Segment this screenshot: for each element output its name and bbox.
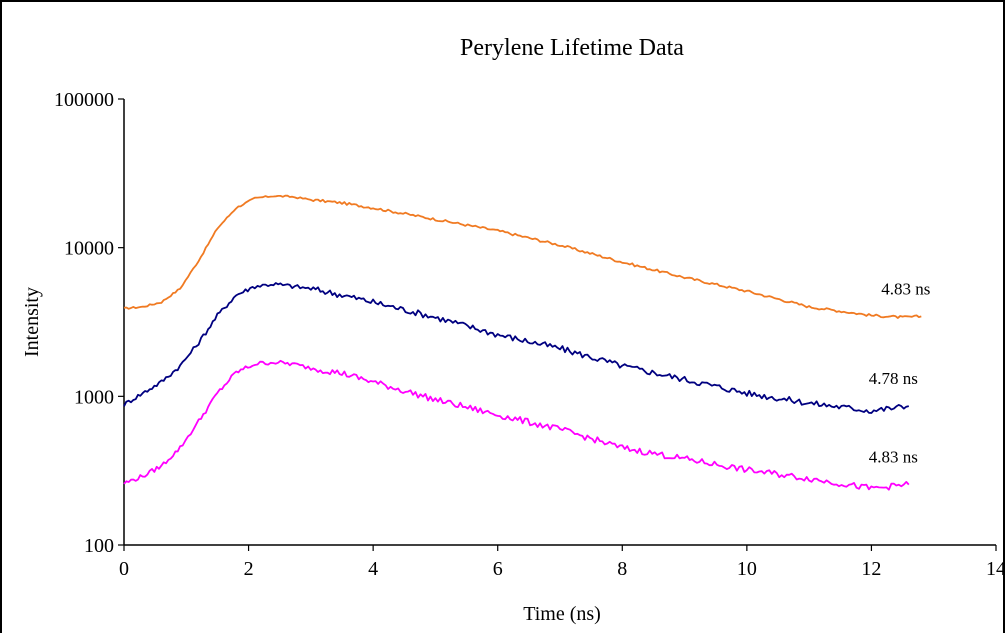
series-line-2 (123, 282, 910, 414)
labels-layer: 4.83 ns 4.78 ns 4.83 ns (869, 279, 931, 466)
y-tick-label: 100000 (54, 89, 114, 111)
x-tick-label: 8 (617, 558, 627, 580)
y-tick-label: 10000 (64, 238, 114, 260)
x-tick-label: 14 (986, 558, 1005, 580)
lifetime-annotation-3: 4.83 ns (869, 448, 918, 467)
y-tick-label: 1000 (74, 386, 114, 408)
x-tick-label: 12 (861, 558, 881, 580)
x-tick-label: 2 (244, 558, 254, 580)
y-tick-label: 100 (84, 535, 114, 557)
series-line-3 (123, 359, 910, 491)
lifetime-annotation-2: 4.78 ns (869, 369, 918, 388)
x-tick-label: 4 (368, 558, 378, 580)
axes: 0 2 4 6 8 10 12 14 100 1000 10000 100000 (54, 89, 1005, 580)
y-axis-label: Intensity (21, 287, 43, 357)
x-axis-label: Time (ns) (523, 603, 601, 625)
chart-title: Perylene Lifetime Data (460, 35, 684, 61)
x-tick-label: 6 (493, 558, 503, 580)
series-layer (123, 194, 922, 491)
lifetime-annotation-1: 4.83 ns (881, 279, 930, 298)
series-line-1 (123, 194, 922, 319)
x-tick-label: 0 (119, 558, 129, 580)
x-tick-label: 10 (737, 558, 757, 580)
